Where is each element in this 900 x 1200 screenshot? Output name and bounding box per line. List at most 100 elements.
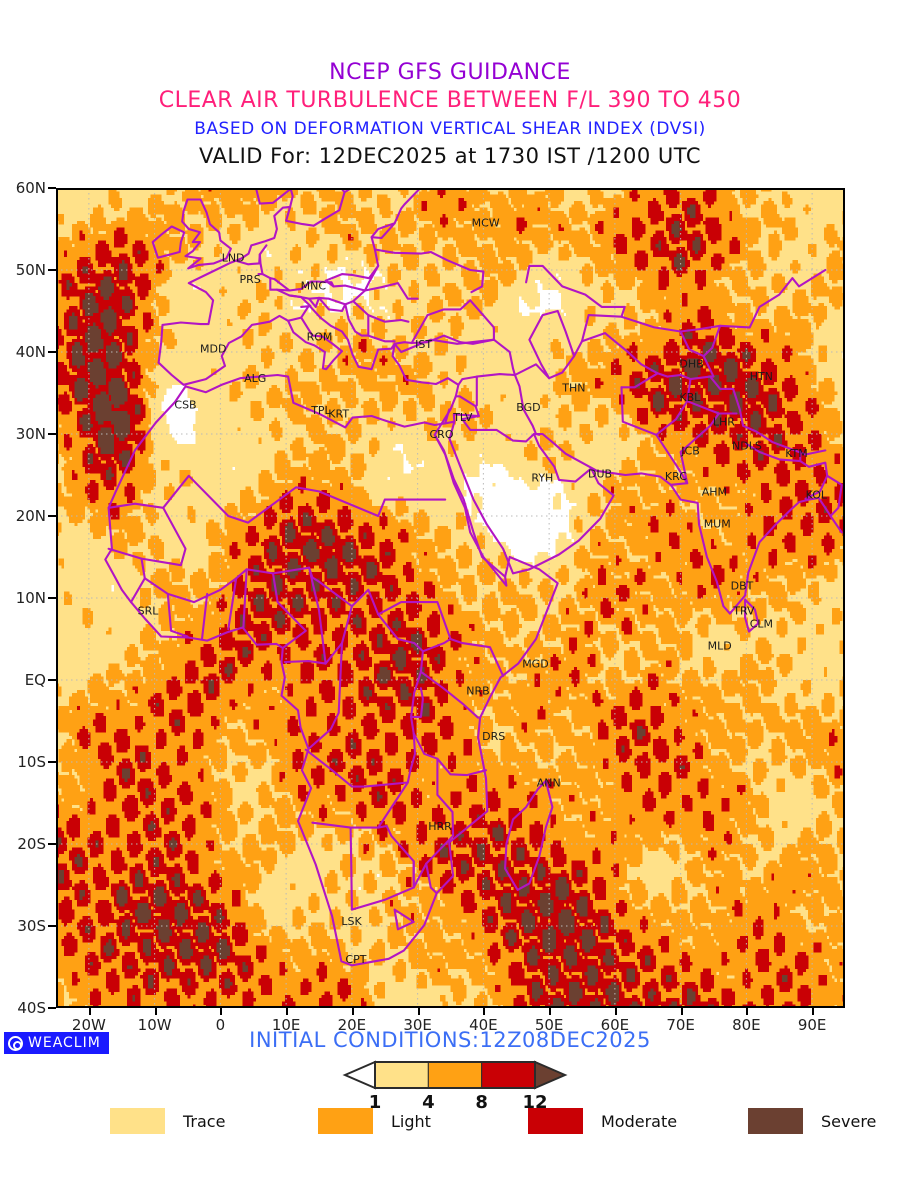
border-polyline [344, 303, 370, 337]
border-polyline [352, 300, 410, 323]
city-label: CPT [345, 953, 366, 966]
border-polyline [350, 886, 415, 911]
valid-time-label: VALID For: 12DEC2025 at 1730 IST /1200 U… [198, 144, 701, 168]
city-label: LHR [713, 416, 735, 429]
border-polyline [425, 757, 455, 865]
y-tick-label: 10S [17, 753, 46, 771]
city-label: MCW [472, 216, 500, 229]
border-polyline [799, 460, 829, 500]
x-tick-mark [614, 1008, 617, 1015]
border-polyline [655, 378, 692, 436]
border-polyline [242, 568, 248, 629]
y-tick-label: 60N [15, 179, 46, 197]
coastlines-and-borders [104, 188, 843, 967]
basis-subtitle: BASED ON DEFORMATION VERTICAL SHEAR INDE… [194, 119, 706, 139]
x-tick-label: 20E [337, 1016, 367, 1034]
y-tick-label: 10N [15, 589, 46, 607]
city-label: NRB [466, 685, 489, 698]
model-title: NCEP GFS GUIDANCE [329, 60, 571, 85]
border-polyline [454, 395, 477, 408]
border-polyline [620, 372, 827, 456]
city-label: ANN [537, 777, 561, 790]
city-label: DBT [731, 580, 754, 593]
border-polyline [269, 277, 335, 292]
border-polyline [307, 642, 344, 750]
city-label: IST [415, 338, 432, 351]
y-tick-label: 50N [15, 261, 46, 279]
legend-item: Severe [748, 1108, 876, 1134]
city-label: MNC [301, 280, 327, 293]
city-label: RYH [531, 472, 553, 485]
border-polyline [107, 506, 187, 567]
border-polyline [275, 288, 291, 292]
legend-label: Light [391, 1111, 431, 1131]
city-label: DHB [679, 358, 703, 371]
y-tick-mark [48, 1007, 56, 1009]
border-polyline [312, 188, 421, 227]
y-tick-label: 30N [15, 425, 46, 443]
border-polyline [324, 264, 380, 292]
border-polyline [107, 474, 447, 524]
x-tick-label: 30E [403, 1016, 432, 1034]
border-polyline [620, 386, 689, 486]
city-label: BGD [516, 401, 540, 414]
map-plot-area[interactable]: MCW LND PRS MNC MDD ROM IST ALG CSB TPL KRT TLV CRO B… [56, 188, 845, 1008]
colorbar-tick-label: 12 [522, 1092, 548, 1113]
legend-swatch [110, 1108, 165, 1134]
border-polyline [513, 373, 541, 436]
city-label: KTM [785, 447, 808, 460]
colorbar-tick-label: 8 [475, 1092, 488, 1113]
border-polyline [412, 732, 488, 777]
x-tick-label: 50E [534, 1016, 564, 1034]
city-label: MLD [708, 640, 732, 653]
x-tick-label: 90E [797, 1016, 827, 1034]
x-tick-mark [680, 1008, 683, 1015]
border-polyline [504, 779, 554, 891]
colorbar-cell-trace [374, 1061, 429, 1089]
x-tick-mark [483, 1008, 486, 1015]
legend-item: Moderate [528, 1108, 677, 1134]
y-axis-labels: 60N 50N 40N 30N 20N 10N EQ 10S 20S 30S 40S [0, 179, 56, 1017]
y-tick-label: 40S [17, 999, 46, 1017]
category-legend: Trace Light Moderate Severe [0, 1108, 900, 1148]
legend-label: Trace [183, 1111, 226, 1131]
legend-label: Moderate [601, 1111, 678, 1131]
x-tick-mark [549, 1008, 552, 1015]
copyright-circle-icon [8, 1035, 23, 1051]
x-tick-label: 40E [469, 1016, 498, 1034]
colorbar-tick-label: 1 [368, 1092, 382, 1113]
city-label: LND [222, 252, 245, 265]
city-label: SRL [138, 604, 160, 617]
legend-swatch [528, 1108, 583, 1134]
border-polyline [154, 373, 451, 429]
x-tick-mark [88, 1008, 91, 1015]
y-tick-mark [48, 925, 56, 927]
city-label: HRR [428, 820, 452, 833]
border-polyline [791, 268, 827, 288]
colorbar-graphic [342, 1060, 568, 1090]
border-polyline [311, 781, 409, 829]
city-label: CRO [430, 428, 454, 441]
x-tick-mark [417, 1008, 420, 1015]
y-tick-label: EQ [24, 671, 46, 689]
border-polyline [288, 294, 303, 299]
border-polyline [410, 299, 495, 345]
border-polyline [200, 592, 209, 641]
city-label: PRS [240, 273, 261, 286]
x-tick-label: 70E [666, 1016, 695, 1034]
y-tick-mark [48, 679, 56, 681]
border-polyline [367, 314, 396, 343]
x-tick-label: 0 [215, 1016, 226, 1034]
city-label: DRS [482, 730, 505, 743]
city-label: MUM [704, 517, 731, 530]
colorbar-cell-light [427, 1061, 483, 1089]
weaclim-logo[interactable]: WEACLIM [4, 1032, 109, 1054]
border-polyline [227, 577, 238, 631]
border-polyline [393, 908, 415, 931]
y-tick-label: 40N [15, 343, 46, 361]
city-label: AHM [702, 485, 727, 498]
y-tick-mark [48, 351, 56, 353]
legend-item: Light [318, 1108, 431, 1134]
trace-cell [56, 188, 845, 1008]
border-polyline [349, 826, 353, 911]
